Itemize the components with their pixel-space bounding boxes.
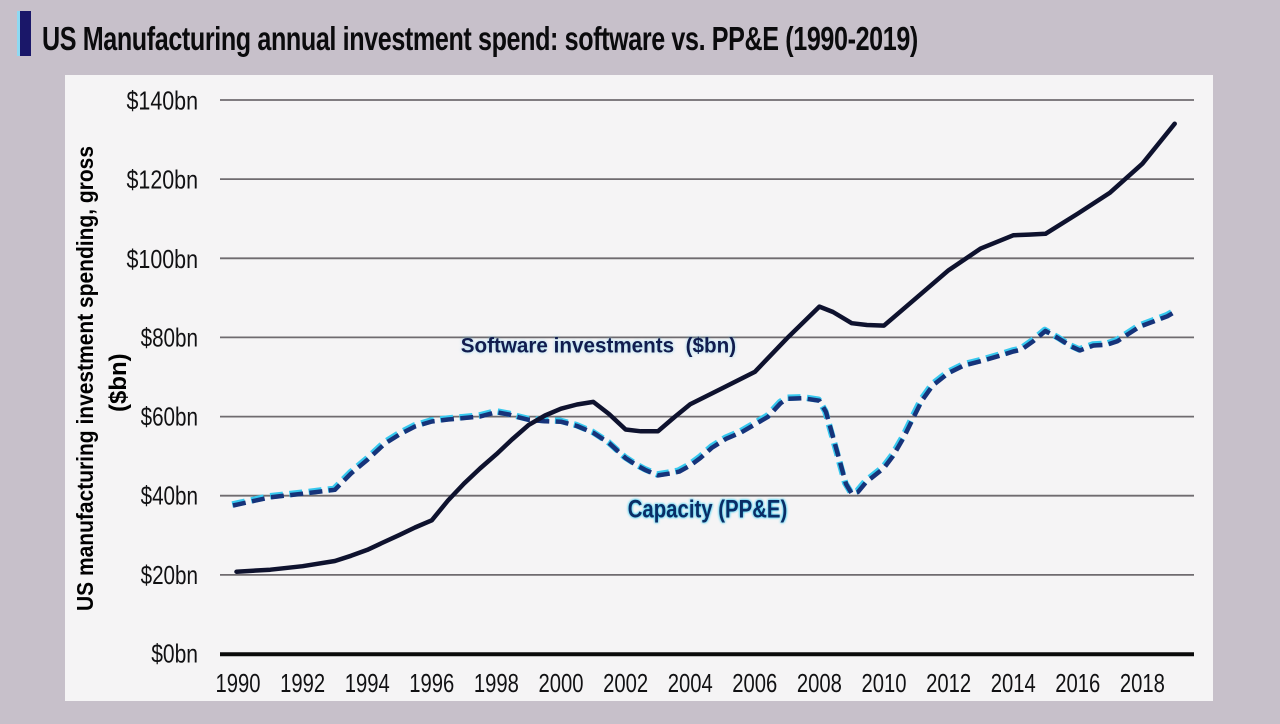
svg-text:2010: 2010 bbox=[862, 668, 907, 698]
svg-text:2004: 2004 bbox=[668, 668, 713, 698]
svg-text:1994: 1994 bbox=[345, 668, 390, 698]
svg-text:1998: 1998 bbox=[474, 668, 519, 698]
svg-text:$20bn: $20bn bbox=[141, 560, 198, 590]
svg-text:1992: 1992 bbox=[280, 668, 325, 698]
svg-text:2000: 2000 bbox=[539, 668, 584, 698]
svg-text:$40bn: $40bn bbox=[141, 481, 198, 511]
svg-text:2014: 2014 bbox=[991, 668, 1036, 698]
svg-text:$60bn: $60bn bbox=[141, 402, 198, 432]
svg-text:2002: 2002 bbox=[603, 668, 648, 698]
svg-text:Software investments ($bn): Software investments ($bn) bbox=[461, 334, 736, 358]
svg-text:1990: 1990 bbox=[216, 668, 261, 698]
svg-text:$80bn: $80bn bbox=[141, 322, 198, 352]
svg-text:1996: 1996 bbox=[409, 668, 454, 698]
svg-text:$120bn: $120bn bbox=[127, 165, 199, 195]
svg-text:$100bn: $100bn bbox=[127, 244, 199, 274]
svg-text:2012: 2012 bbox=[926, 668, 971, 698]
svg-text:Capacity (PP&E): Capacity (PP&E) bbox=[628, 495, 788, 523]
svg-text:2018: 2018 bbox=[1120, 668, 1165, 698]
svg-text:$140bn: $140bn bbox=[127, 86, 199, 116]
svg-text:2008: 2008 bbox=[797, 668, 842, 698]
svg-text:US manufacturing investment sp: US manufacturing investment spending, gr… bbox=[72, 146, 98, 611]
svg-text:($bn): ($bn) bbox=[105, 353, 132, 412]
svg-text:2016: 2016 bbox=[1055, 668, 1100, 698]
svg-text:2006: 2006 bbox=[732, 668, 777, 698]
svg-text:$0bn: $0bn bbox=[151, 639, 198, 669]
